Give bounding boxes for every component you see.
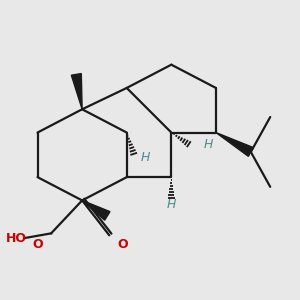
Text: HO: HO [6, 232, 27, 244]
Text: O: O [118, 238, 128, 251]
Text: O: O [32, 238, 43, 251]
Polygon shape [216, 133, 253, 156]
Text: H: H [167, 198, 176, 211]
Text: H: H [203, 138, 213, 151]
Text: H: H [141, 151, 150, 164]
Polygon shape [82, 200, 110, 220]
Polygon shape [71, 74, 82, 109]
